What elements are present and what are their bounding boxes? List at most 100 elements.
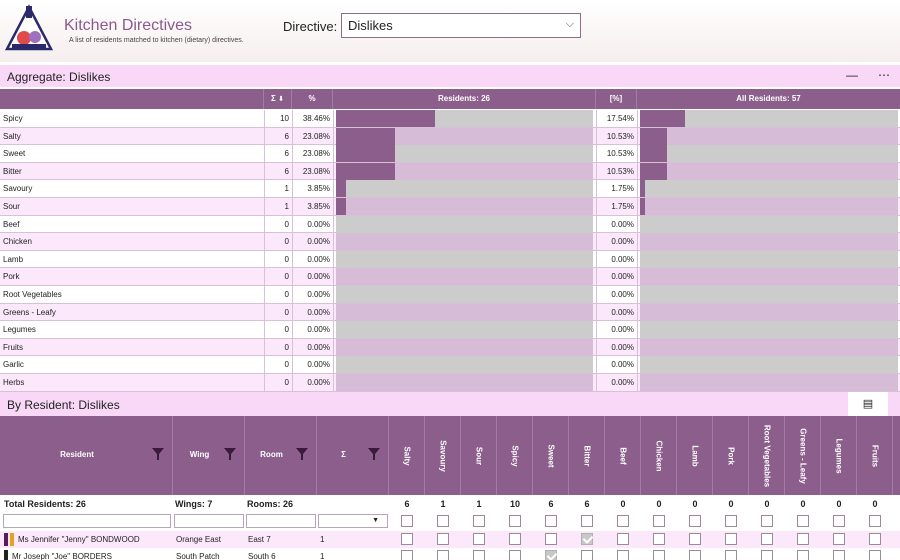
directive-checkbox[interactable] xyxy=(653,550,665,560)
filter-checkbox[interactable] xyxy=(617,515,629,527)
aggregate-row[interactable]: Fruits 0 0.00% 0.00% xyxy=(0,338,900,357)
resident-name[interactable]: Ms Jennifer "Jenny" BONDWOOD xyxy=(18,535,140,544)
directive-checkbox[interactable] xyxy=(725,550,737,560)
resident-name[interactable]: Mr Joseph "Joe" BORDERS xyxy=(12,552,112,560)
residents-bar-track xyxy=(336,215,593,233)
header-directive-spicy[interactable]: Spicy xyxy=(497,416,533,495)
header-directive-lamb[interactable]: Lamb xyxy=(677,416,713,495)
directive-checkbox[interactable] xyxy=(653,533,665,545)
filter-checkbox[interactable] xyxy=(725,515,737,527)
header-room[interactable]: Room xyxy=(245,416,317,495)
directive-checkbox[interactable] xyxy=(473,550,485,560)
directive-checkbox[interactable] xyxy=(509,550,521,560)
header-directive-legumes[interactable]: Legumes xyxy=(821,416,857,495)
header-directive-beef[interactable]: Beef xyxy=(605,416,641,495)
directive-checkbox[interactable] xyxy=(689,533,701,545)
aggregate-row[interactable]: Garlic 0 0.00% 0.00% xyxy=(0,356,900,374)
aggregate-row[interactable]: Sour 1 3.85% 1.75% xyxy=(0,198,900,216)
filter-icon[interactable] xyxy=(152,448,164,460)
resident-row[interactable]: Ms Jennifer "Jenny" BONDWOOD Orange East E… xyxy=(0,531,900,548)
directive-checkbox[interactable] xyxy=(725,533,737,545)
more-options-icon[interactable]: ⋯ xyxy=(878,68,890,82)
aggregate-row[interactable]: Spicy 10 38.46% 17.54% xyxy=(0,110,900,128)
directive-checkbox[interactable] xyxy=(401,533,413,545)
aggregate-row[interactable]: Greens - Leafy 0 0.00% 0.00% xyxy=(0,303,900,322)
filter-icon[interactable] xyxy=(224,448,236,460)
filter-checkbox[interactable] xyxy=(653,515,665,527)
resident-row[interactable]: Mr Joseph "Joe" BORDERS South Patch South … xyxy=(0,548,900,560)
wing-filter-input[interactable] xyxy=(174,514,244,528)
filter-checkbox[interactable] xyxy=(473,515,485,527)
directive-select[interactable]: Dislikes ⌵ xyxy=(341,13,581,38)
directive-checkbox[interactable] xyxy=(833,550,845,560)
all-residents-bar-cell xyxy=(637,356,900,374)
directive-checkbox[interactable] xyxy=(473,533,485,545)
filter-checkbox[interactable] xyxy=(833,515,845,527)
filter-checkbox[interactable] xyxy=(437,515,449,527)
directive-checkbox[interactable] xyxy=(761,533,773,545)
directive-checkbox[interactable] xyxy=(617,550,629,560)
directive-checkbox[interactable] xyxy=(545,533,557,545)
directive-checkbox[interactable] xyxy=(401,550,413,560)
aggregate-row[interactable]: Sweet 6 23.08% 10.53% xyxy=(0,145,900,163)
directive-checkbox[interactable] xyxy=(689,550,701,560)
header-directive-sour[interactable]: Sour xyxy=(461,416,497,495)
directive-checkbox[interactable] xyxy=(761,550,773,560)
header-directive-fruits[interactable]: Fruits xyxy=(857,416,893,495)
directive-checkbox[interactable] xyxy=(437,550,449,560)
aggregate-row[interactable]: Salty 6 23.08% 10.53% xyxy=(0,127,900,146)
header-sum-col[interactable]: Σ xyxy=(317,416,389,495)
directive-checkbox[interactable] xyxy=(437,533,449,545)
header-directive-bitter[interactable]: Bitter xyxy=(569,416,605,495)
table-view-icon[interactable]: ▤ xyxy=(848,392,888,416)
filter-checkbox[interactable] xyxy=(761,515,773,527)
header-pct[interactable]: % xyxy=(292,89,333,109)
directive-checkbox[interactable] xyxy=(617,533,629,545)
header-resident[interactable]: Resident xyxy=(0,416,173,495)
directive-checkbox[interactable] xyxy=(545,550,557,560)
filter-icon[interactable] xyxy=(368,448,380,460)
header-directive-salty[interactable]: Salty xyxy=(389,416,425,495)
resident-filter-input[interactable] xyxy=(3,514,171,528)
directive-checkbox[interactable] xyxy=(797,533,809,545)
aggregate-row[interactable]: Root Vegetables 0 0.00% 0.00% xyxy=(0,286,900,304)
aggregate-row[interactable]: Chicken 0 0.00% 0.00% xyxy=(0,233,900,251)
directive-checkbox[interactable] xyxy=(581,550,593,560)
header-residents[interactable]: Residents: 26 xyxy=(333,89,596,109)
aggregate-row[interactable]: Herbs 0 0.00% 0.00% xyxy=(0,374,900,392)
filter-checkbox[interactable] xyxy=(869,515,881,527)
filter-checkbox[interactable] xyxy=(689,515,701,527)
directive-checkbox[interactable] xyxy=(833,533,845,545)
header-directive-root-vegetables[interactable]: Root Vegetables xyxy=(749,416,785,495)
aggregate-row[interactable]: Legumes 0 0.00% 0.00% xyxy=(0,321,900,339)
directive-checkbox[interactable] xyxy=(509,533,521,545)
directive-checkbox[interactable] xyxy=(797,550,809,560)
header-directive-savoury[interactable]: Savoury xyxy=(425,416,461,495)
sum-filter-select[interactable]: ▼ xyxy=(318,514,388,528)
header-directive-sweet[interactable]: Sweet xyxy=(533,416,569,495)
aggregate-row[interactable]: Lamb 0 0.00% 0.00% xyxy=(0,250,900,269)
filter-icon[interactable] xyxy=(296,448,308,460)
filter-checkbox[interactable] xyxy=(509,515,521,527)
directive-checkbox[interactable] xyxy=(581,533,593,545)
aggregate-row[interactable]: Pork 0 0.00% 0.00% xyxy=(0,268,900,286)
aggregate-row[interactable]: Bitter 6 23.08% 10.53% xyxy=(0,162,900,181)
directive-checkbox[interactable] xyxy=(869,533,881,545)
directive-checkbox[interactable] xyxy=(869,550,881,560)
header-wing[interactable]: Wing xyxy=(173,416,245,495)
header-all-residents[interactable]: All Residents: 57 xyxy=(736,94,801,103)
header-directive-chicken[interactable]: Chicken xyxy=(641,416,677,495)
filter-checkbox[interactable] xyxy=(545,515,557,527)
directive-header-label: Salty xyxy=(402,446,411,466)
header-directive-greens-leafy[interactable]: Greens - Leafy xyxy=(785,416,821,495)
header-directive-pork[interactable]: Pork xyxy=(713,416,749,495)
aggregate-row[interactable]: Savoury 1 3.85% 1.75% xyxy=(0,180,900,198)
room-filter-input[interactable] xyxy=(246,514,316,528)
minimize-icon[interactable]: — xyxy=(846,68,858,82)
filter-checkbox[interactable] xyxy=(401,515,413,527)
header-pct2[interactable]: [%] xyxy=(596,89,637,109)
filter-checkbox[interactable] xyxy=(797,515,809,527)
header-sum[interactable]: Σ ⬇ xyxy=(264,89,292,109)
aggregate-row[interactable]: Beef 0 0.00% 0.00% xyxy=(0,215,900,234)
filter-checkbox[interactable] xyxy=(581,515,593,527)
